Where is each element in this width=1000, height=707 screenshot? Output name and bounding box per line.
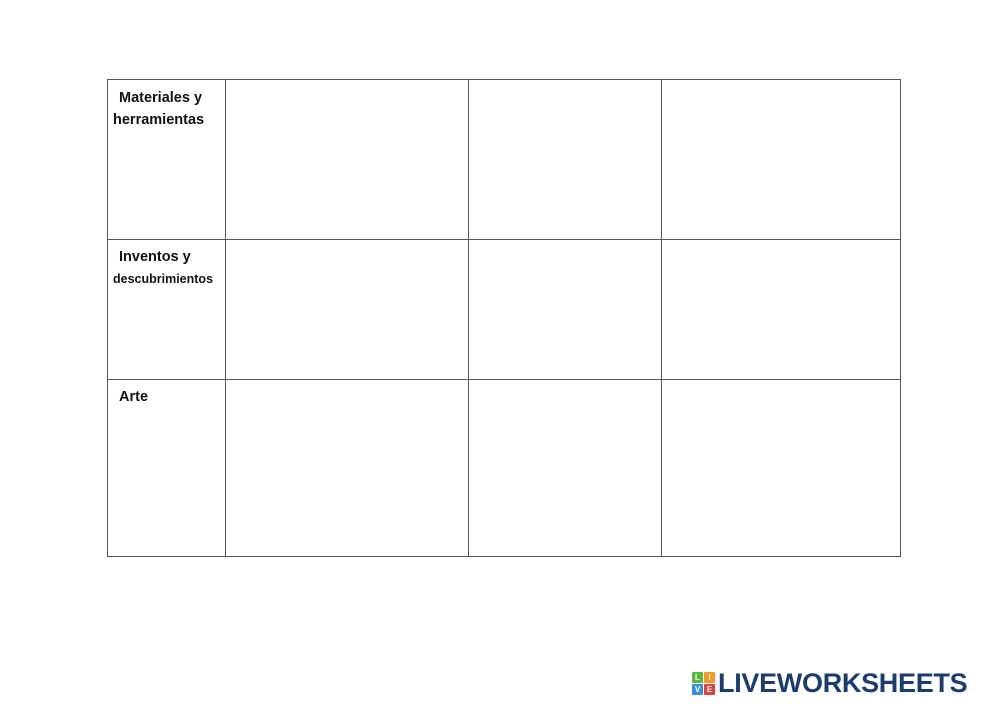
- table-border: [107, 556, 901, 557]
- column-divider: [661, 79, 662, 557]
- logo-squares-icon: L I V E: [692, 671, 715, 695]
- row-label-line: Materiales y: [119, 90, 203, 106]
- row-label-line: herramientas: [113, 112, 205, 128]
- logo-square: E: [704, 683, 715, 695]
- logo-text: LIVEWORKSHEETS: [718, 668, 968, 698]
- row-label-materiales: Materiales y herramientas: [113, 87, 204, 131]
- answer-cell[interactable]: [662, 380, 900, 556]
- answer-cell[interactable]: [226, 240, 468, 379]
- column-divider: [468, 79, 469, 557]
- answer-cell[interactable]: [469, 240, 661, 379]
- row-divider: [107, 239, 901, 240]
- answer-cell[interactable]: [226, 80, 468, 239]
- answer-cell[interactable]: [469, 380, 661, 556]
- table-border: [107, 79, 901, 80]
- table-border: [107, 79, 108, 557]
- table-border: [900, 79, 901, 557]
- answer-cell[interactable]: [226, 380, 468, 556]
- row-label-inventos: Inventos y descubrimientos: [113, 246, 213, 290]
- row-divider: [107, 379, 901, 380]
- logo-square: L: [692, 671, 703, 683]
- logo-square: I: [704, 671, 715, 683]
- row-label-line: Inventos y: [119, 249, 191, 265]
- column-divider: [225, 79, 226, 557]
- row-label-line: Arte: [119, 389, 149, 405]
- liveworksheets-logo: L I V E LIVEWORKSHEETS: [692, 668, 968, 698]
- answer-cell[interactable]: [662, 80, 900, 239]
- logo-square: V: [692, 683, 703, 695]
- row-label-line: descubrimientos: [113, 272, 214, 286]
- answer-cell[interactable]: [662, 240, 900, 379]
- row-label-arte: Arte: [119, 386, 148, 408]
- answer-cell[interactable]: [469, 80, 661, 239]
